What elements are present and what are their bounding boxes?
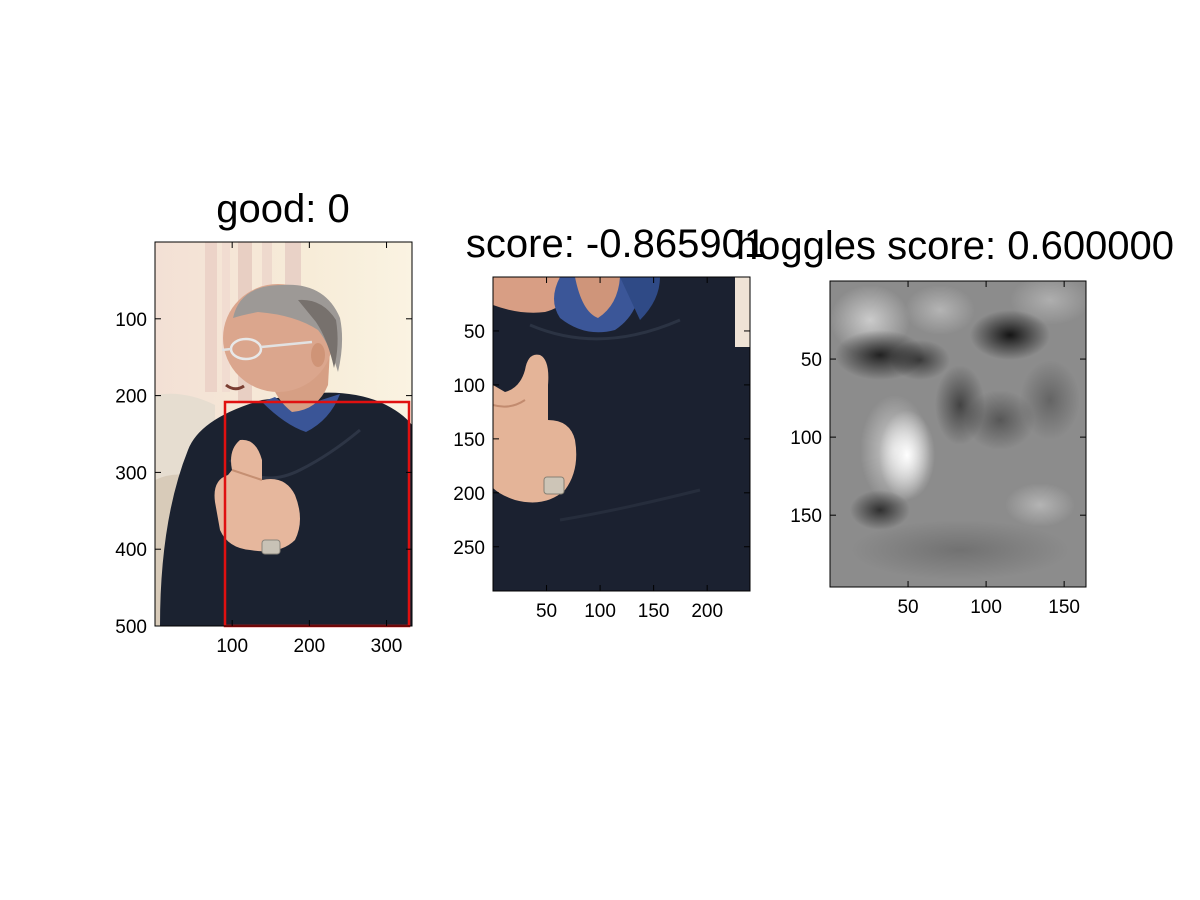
y-tick-label: 200 [115, 387, 147, 408]
y-tick-label: 250 [453, 538, 485, 559]
axes-box [492, 276, 751, 592]
y-tick-label: 100 [453, 376, 485, 397]
y-tick-label: 50 [464, 322, 485, 343]
panel-title: hoggles score: 0.600000 [736, 224, 1174, 268]
x-tick-label: 150 [638, 601, 670, 622]
hoggles-grayscale-map [830, 281, 1086, 587]
panel-title: score: -0.865901 [466, 222, 766, 266]
y-tick-label: 500 [115, 617, 147, 638]
y-tick-label: 200 [453, 484, 485, 505]
x-tick-label: 100 [970, 597, 1002, 618]
panel-title: good: 0 [216, 187, 349, 231]
x-tick-label: 50 [536, 601, 557, 622]
x-tick-label: 150 [1048, 597, 1080, 618]
x-tick-label: 200 [294, 636, 326, 657]
y-tick-label: 50 [801, 350, 822, 371]
y-tick-label: 100 [790, 428, 822, 449]
y-tick-label: 150 [453, 430, 485, 451]
y-tick-label: 100 [115, 310, 147, 331]
x-tick-label: 100 [584, 601, 616, 622]
panel-crop: score: -0.865901 50 100 150 200 50 100 150 200 2… [453, 222, 766, 622]
y-tick-label: 300 [115, 463, 147, 484]
axes-box [829, 280, 1087, 588]
x-tick-label: 300 [371, 636, 403, 657]
x-tick-label: 50 [897, 597, 918, 618]
panel-hoggles: hoggles score: 0.600000 50 100 150 50 100 150 [736, 224, 1174, 618]
x-tick-label: 100 [216, 636, 248, 657]
panel-original: good: 0 [115, 187, 413, 657]
axis-ticks: 50 100 150 200 50 100 150 200 250 [453, 277, 750, 622]
axes-box [154, 241, 413, 627]
x-tick-label: 200 [691, 601, 723, 622]
axis-ticks: 100 200 300 100 200 300 400 500 [115, 242, 412, 657]
axis-ticks: 50 100 150 50 100 150 [790, 281, 1086, 618]
y-tick-label: 150 [790, 506, 822, 527]
photo-man-sweater [155, 242, 412, 626]
crop-sweater-hand [493, 277, 750, 591]
y-tick-label: 400 [115, 540, 147, 561]
